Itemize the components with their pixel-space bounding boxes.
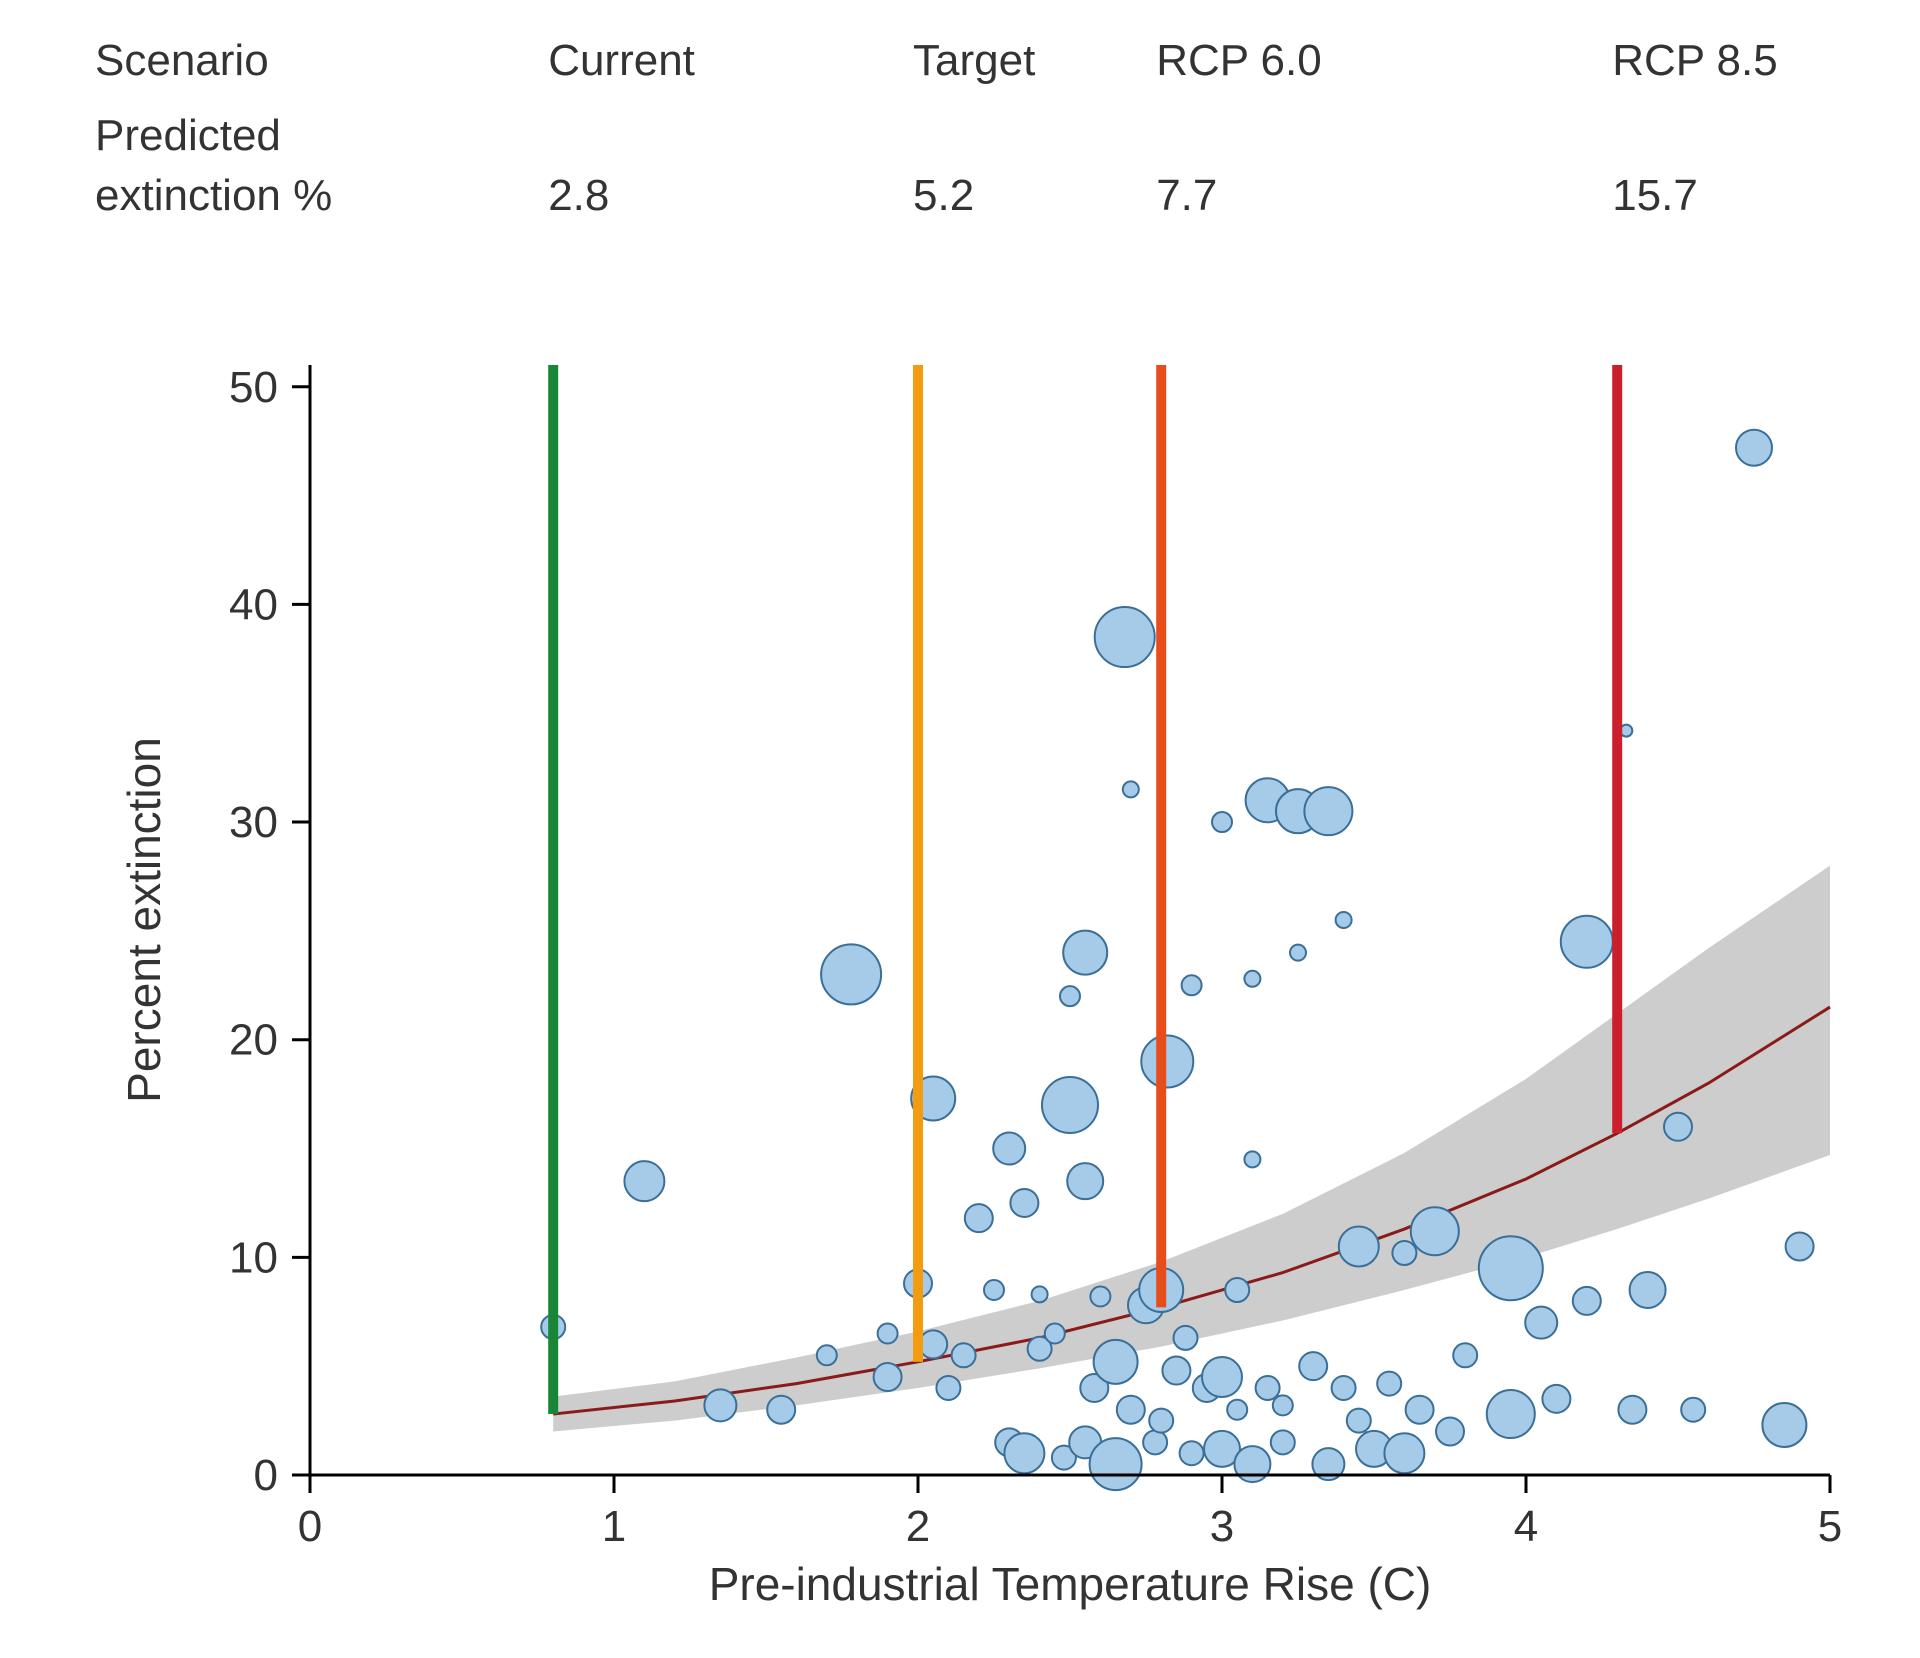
- x-tick-label: 2: [906, 1502, 930, 1551]
- data-point: [1336, 912, 1352, 928]
- data-point: [1244, 971, 1260, 987]
- data-point: [952, 1343, 976, 1367]
- y-tick-label: 40: [229, 580, 278, 629]
- data-point: [1392, 1241, 1416, 1265]
- x-tick-label: 5: [1818, 1502, 1842, 1551]
- y-tick-label: 50: [229, 363, 278, 412]
- data-point: [1117, 1396, 1145, 1424]
- data-point: [1525, 1307, 1557, 1339]
- data-point: [1162, 1357, 1190, 1385]
- data-point: [1004, 1433, 1044, 1473]
- data-point: [767, 1396, 795, 1424]
- data-point: [1487, 1390, 1535, 1438]
- scenario-name: Current: [548, 36, 695, 85]
- x-tick-label: 3: [1210, 1502, 1234, 1551]
- y-tick-label: 10: [229, 1233, 278, 1282]
- data-point: [1573, 1287, 1601, 1315]
- data-point: [1290, 945, 1306, 961]
- data-point: [1090, 1438, 1142, 1490]
- data-point: [984, 1280, 1004, 1300]
- data-point: [1664, 1113, 1692, 1141]
- y-tick-label: 30: [229, 798, 278, 847]
- data-point: [1234, 1446, 1270, 1482]
- data-point: [878, 1324, 898, 1344]
- data-point: [1182, 975, 1202, 995]
- data-point: [1174, 1326, 1198, 1350]
- data-point: [1202, 1357, 1242, 1397]
- data-point: [1095, 607, 1155, 667]
- data-point: [1479, 1236, 1543, 1300]
- scenario-value: 5.2: [913, 171, 974, 220]
- data-point: [1347, 1409, 1371, 1433]
- data-point: [1681, 1398, 1705, 1422]
- data-point: [936, 1376, 960, 1400]
- data-point: [965, 1204, 993, 1232]
- data-point: [1411, 1207, 1459, 1255]
- data-point: [1406, 1396, 1434, 1424]
- data-point: [1736, 430, 1772, 466]
- data-point: [1377, 1372, 1401, 1396]
- scenario-name: RCP 6.0: [1156, 36, 1322, 85]
- data-point: [1630, 1272, 1666, 1308]
- data-point: [1063, 931, 1107, 975]
- data-point: [817, 1345, 837, 1365]
- data-point: [1225, 1278, 1249, 1302]
- data-point: [1123, 781, 1139, 797]
- scenario-value: 7.7: [1156, 171, 1217, 220]
- x-tick-label: 0: [298, 1502, 322, 1551]
- x-tick-label: 1: [602, 1502, 626, 1551]
- data-point: [1180, 1441, 1204, 1465]
- data-point: [704, 1389, 736, 1421]
- data-point: [1453, 1343, 1477, 1367]
- data-point: [1149, 1409, 1173, 1433]
- data-point: [1032, 1286, 1048, 1302]
- data-point: [1042, 1077, 1098, 1133]
- data-point: [1542, 1385, 1570, 1413]
- data-point: [1618, 1396, 1646, 1424]
- scenario-name: Target: [913, 36, 1035, 85]
- data-point: [993, 1133, 1025, 1165]
- data-point: [1339, 1226, 1379, 1266]
- data-point: [1067, 1163, 1103, 1199]
- data-point: [1786, 1232, 1814, 1260]
- data-point: [874, 1363, 902, 1391]
- data-point: [1304, 787, 1352, 835]
- data-point: [1045, 1324, 1065, 1344]
- data-point: [1227, 1400, 1247, 1420]
- extinction-chart: Scenario Predicted extinction % Current 2.8 T…: [0, 0, 1920, 1658]
- data-point: [624, 1161, 664, 1201]
- header-scenario-label: Scenario: [95, 36, 269, 85]
- x-tick-label: 4: [1514, 1502, 1538, 1551]
- data-point: [1141, 1035, 1193, 1087]
- data-point: [1094, 1340, 1138, 1384]
- data-point: [1090, 1287, 1110, 1307]
- data-point: [1299, 1352, 1327, 1380]
- data-point: [1436, 1417, 1464, 1445]
- header-predicted-label-1: Predicted: [95, 111, 281, 160]
- x-axis-label: Pre-industrial Temperature Rise (C): [709, 1558, 1432, 1610]
- data-point: [1244, 1151, 1260, 1167]
- header-predicted-label-2: extinction %: [95, 171, 332, 220]
- data-point: [1212, 812, 1232, 832]
- scenario-value: 15.7: [1612, 171, 1698, 220]
- y-axis-label: Percent extinction: [118, 737, 170, 1103]
- data-point: [1143, 1430, 1167, 1454]
- y-tick-label: 0: [254, 1451, 278, 1500]
- data-point: [1384, 1433, 1424, 1473]
- data-point: [1256, 1376, 1280, 1400]
- data-point: [821, 944, 881, 1004]
- data-point: [1273, 1395, 1293, 1415]
- scenario-name: RCP 8.5: [1612, 36, 1778, 85]
- data-point: [1762, 1403, 1806, 1447]
- scenario-value: 2.8: [548, 171, 609, 220]
- data-point: [1271, 1430, 1295, 1454]
- data-point: [1332, 1376, 1356, 1400]
- y-tick-label: 20: [229, 1016, 278, 1065]
- data-point: [1561, 916, 1613, 968]
- data-point: [1010, 1189, 1038, 1217]
- data-point: [919, 1330, 947, 1358]
- data-point: [1060, 986, 1080, 1006]
